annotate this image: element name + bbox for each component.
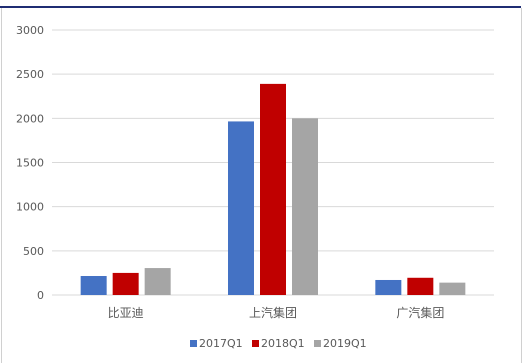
x-category-label: 上汽集团 xyxy=(249,305,297,320)
y-tick-label: 1500 xyxy=(16,157,44,170)
bar-2018Q1-广汽集团 xyxy=(407,277,434,295)
bar-2019Q1-广汽集团 xyxy=(439,282,466,295)
bar-2018Q1-比亚迪 xyxy=(112,272,139,295)
bar-2017Q1-广汽集团 xyxy=(375,279,402,295)
bar-2018Q1-上汽集团 xyxy=(260,83,286,295)
y-tick-label: 1000 xyxy=(16,201,44,214)
y-tick-label: 0 xyxy=(37,289,44,302)
x-category-label: 广汽集团 xyxy=(396,305,444,320)
bar-2019Q1-比亚迪 xyxy=(144,268,171,295)
y-tick-label: 2000 xyxy=(16,112,44,125)
legend-label: 2019Q1 xyxy=(323,337,367,350)
y-tick-label: 3000 xyxy=(16,24,44,37)
y-tick-label: 2500 xyxy=(16,68,44,81)
x-category-label: 比亚迪 xyxy=(108,306,144,320)
bar-2017Q1-上汽集团 xyxy=(228,121,254,295)
bar-2019Q1-上汽集团 xyxy=(292,118,318,295)
legend-label: 2018Q1 xyxy=(261,337,305,350)
chart-border xyxy=(1,8,522,363)
legend-label: 2017Q1 xyxy=(199,337,243,350)
bar-2017Q1-比亚迪 xyxy=(80,276,107,295)
legend-swatch-2019Q1 xyxy=(314,340,321,347)
legend-swatch-2017Q1 xyxy=(190,340,197,347)
top-border-rule xyxy=(0,6,521,8)
y-tick-label: 500 xyxy=(23,245,44,258)
legend-swatch-2018Q1 xyxy=(252,340,259,347)
